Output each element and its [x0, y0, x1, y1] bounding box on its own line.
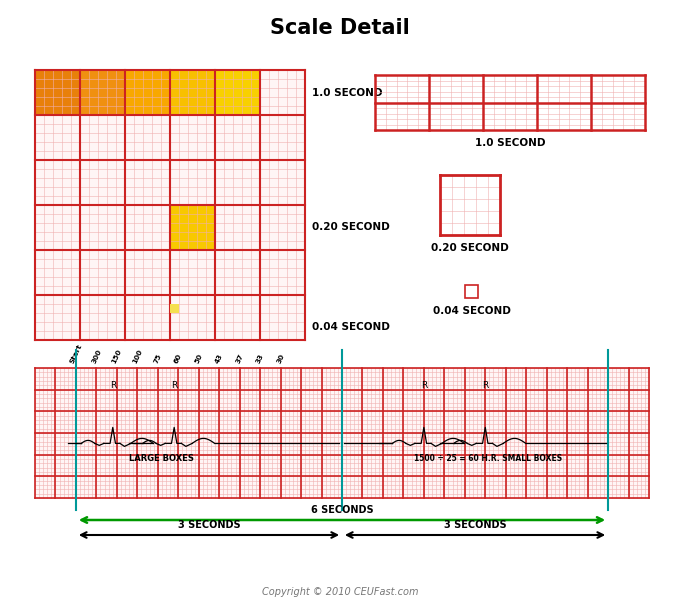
Text: 1.0 SECOND: 1.0 SECOND	[312, 88, 382, 97]
Text: Start: Start	[69, 342, 83, 364]
Text: 300: 300	[90, 348, 102, 364]
Text: 43: 43	[214, 352, 224, 364]
Text: 0.20 SECOND: 0.20 SECOND	[312, 222, 390, 233]
Text: R: R	[421, 381, 427, 390]
Text: 33: 33	[255, 352, 265, 364]
Text: 1.0 SECOND: 1.0 SECOND	[475, 138, 545, 148]
Text: 60: 60	[173, 352, 183, 364]
Text: R: R	[109, 381, 116, 390]
Text: 0.20 SECOND: 0.20 SECOND	[431, 243, 509, 253]
Text: R: R	[171, 381, 177, 390]
Text: 150: 150	[111, 348, 123, 364]
Text: 6 SECONDS: 6 SECONDS	[311, 505, 373, 515]
Bar	[35, 70, 80, 115]
Text: 3 SECONDS: 3 SECONDS	[444, 520, 507, 530]
Bar	[215, 70, 260, 115]
Text: 50: 50	[194, 352, 203, 364]
Text: 0.04 SECOND: 0.04 SECOND	[432, 306, 511, 316]
Bar	[80, 70, 125, 115]
Text: 0.04 SECOND: 0.04 SECOND	[312, 321, 390, 332]
Text: 1500 ÷ 25 = 60 H.R. SMALL BOXES: 1500 ÷ 25 = 60 H.R. SMALL BOXES	[414, 454, 562, 463]
Bar	[125, 70, 170, 115]
Text: 30: 30	[276, 352, 286, 364]
Text: 3 SECONDS: 3 SECONDS	[177, 520, 240, 530]
Bar	[440, 175, 500, 235]
Bar	[465, 285, 478, 298]
Text: 75: 75	[153, 352, 163, 364]
Text: LARGE BOXES: LARGE BOXES	[129, 454, 194, 463]
Bar	[170, 70, 215, 115]
Text: 37: 37	[235, 352, 245, 364]
Bar	[35, 368, 649, 498]
Bar	[35, 70, 305, 340]
Bar	[170, 205, 215, 250]
Text: R: R	[482, 381, 488, 390]
Text: 100: 100	[131, 348, 143, 364]
Text: Copyright © 2010 CEUFast.com: Copyright © 2010 CEUFast.com	[262, 587, 418, 597]
Bar	[375, 75, 645, 130]
Text: Scale Detail: Scale Detail	[270, 18, 410, 38]
Bar	[170, 304, 179, 313]
